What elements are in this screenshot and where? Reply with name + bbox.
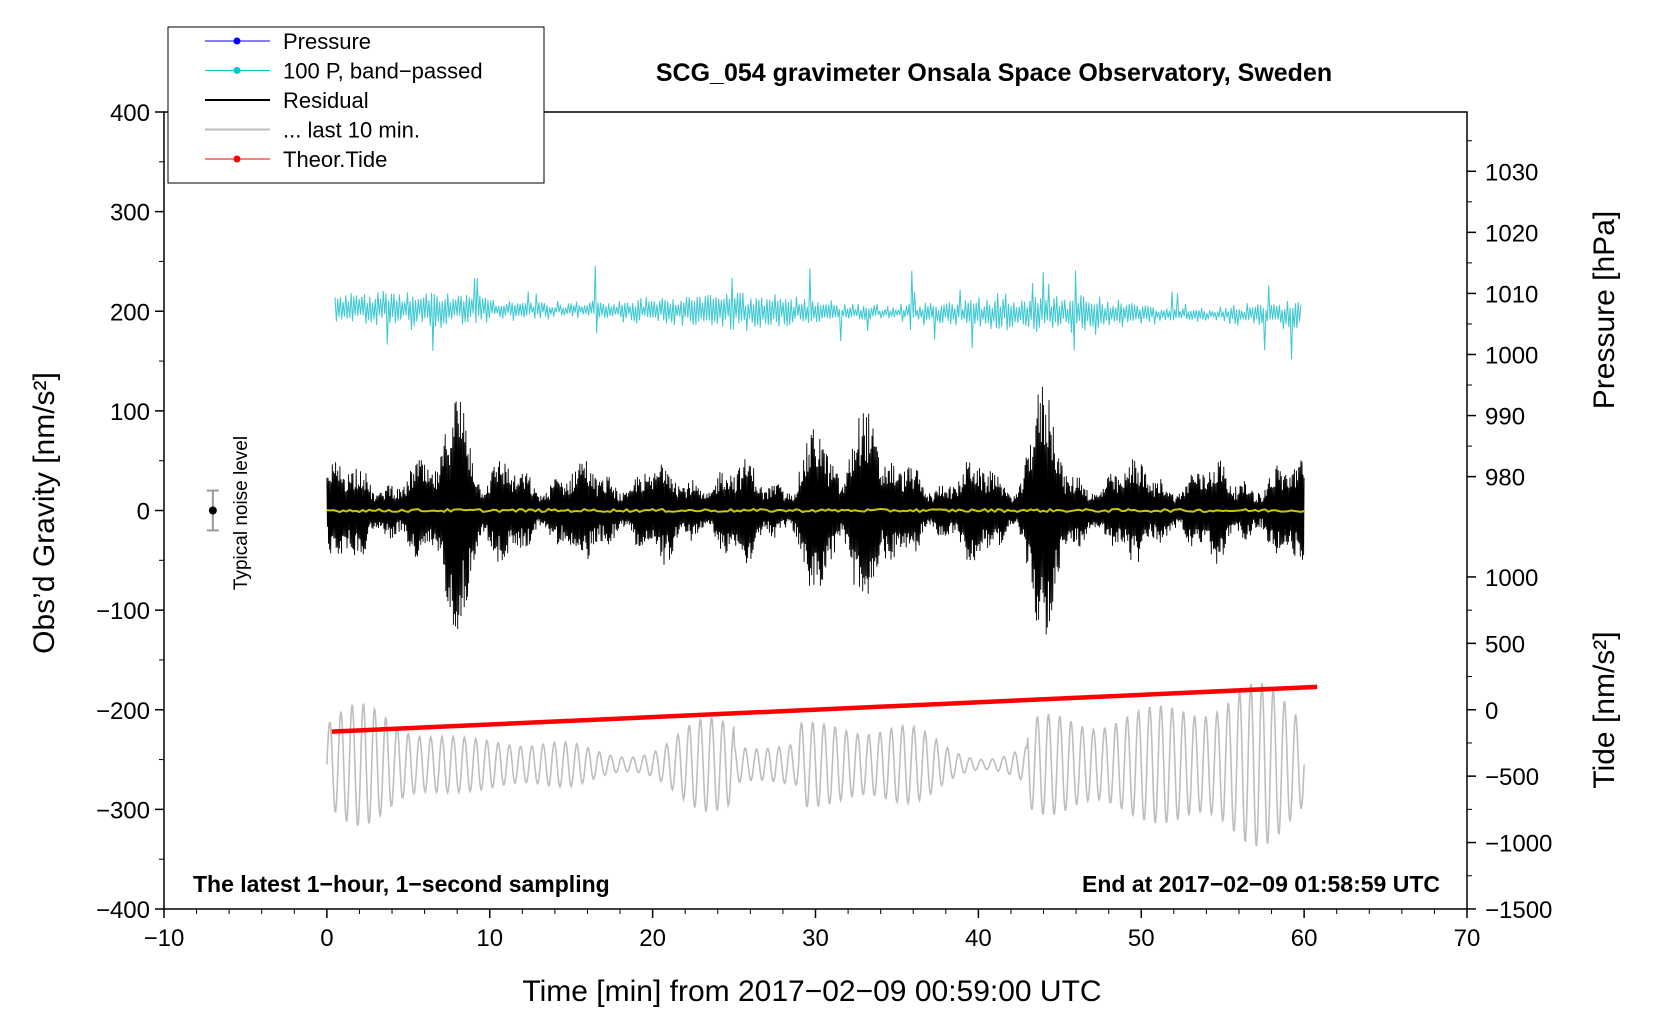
legend-label: Residual bbox=[283, 88, 369, 113]
legend-label: 100 P, band−passed bbox=[283, 59, 483, 84]
end-time-note: End at 2017−02−09 01:58:59 UTC bbox=[1082, 871, 1440, 897]
x-tick-label: 20 bbox=[639, 925, 666, 952]
legend-marker bbox=[233, 37, 241, 45]
tide-tick-label: 0 bbox=[1485, 698, 1498, 725]
x-tick-label: 10 bbox=[476, 925, 503, 952]
series-layer bbox=[326, 265, 1318, 847]
tide-tick-label: −1500 bbox=[1485, 897, 1552, 924]
legend-label: ... last 10 min. bbox=[283, 118, 420, 143]
left-tick-label: 300 bbox=[110, 200, 150, 227]
pressure-axis-label: Pressure [hPa] bbox=[1588, 211, 1621, 409]
left-tick-label: −100 bbox=[96, 598, 150, 625]
left-axis-label: Obs’d Gravity [nm/s²] bbox=[28, 372, 61, 654]
last-10-min-line bbox=[326, 682, 1305, 847]
x-tick-label: 40 bbox=[965, 925, 992, 952]
left-tick-label: −200 bbox=[96, 698, 150, 725]
residual-smoothed-line bbox=[326, 507, 1305, 514]
chart-title: SCG_054 gravimeter Onsala Space Observat… bbox=[656, 59, 1332, 87]
left-tick-label: −300 bbox=[96, 797, 150, 824]
left-tick-label: 400 bbox=[110, 100, 150, 127]
noise-level-marker bbox=[206, 489, 219, 532]
tide-axis-label: Tide [nm/s²] bbox=[1588, 631, 1621, 788]
tide-axis: −1500 −1000 −500 0 500 1000 bbox=[1467, 565, 1552, 924]
left-tick-label: 0 bbox=[137, 499, 150, 526]
x-tick-label: 70 bbox=[1454, 925, 1481, 952]
legend-label: Theor.Tide bbox=[283, 147, 387, 172]
pressure-tick-label: 990 bbox=[1485, 404, 1525, 431]
pressure-tick-label: 1010 bbox=[1485, 281, 1538, 308]
residual-line bbox=[326, 386, 1305, 635]
tide-tick-label: −1000 bbox=[1485, 831, 1552, 858]
x-tick-label: 50 bbox=[1128, 925, 1155, 952]
left-axis: −400 −300 −200 −100 0 100 200 300 400 bbox=[96, 100, 164, 924]
legend: Pressure 100 P, band−passed Residual ... la… bbox=[167, 26, 545, 184]
x-axis: −10 0 10 20 30 40 50 60 70 bbox=[144, 909, 1481, 952]
theor-tide-line bbox=[331, 684, 1318, 734]
pressure-tick-label: 1020 bbox=[1485, 220, 1538, 247]
left-tick-label: 200 bbox=[110, 299, 150, 326]
left-tick-label: −400 bbox=[96, 897, 150, 924]
x-tick-label: −10 bbox=[144, 925, 185, 952]
legend-label: Pressure bbox=[283, 29, 371, 54]
pressure-tick-label: 980 bbox=[1485, 465, 1525, 492]
pressure-tick-label: 1030 bbox=[1485, 159, 1538, 186]
pressure-bandpassed-line bbox=[334, 265, 1302, 360]
legend-marker bbox=[233, 67, 241, 74]
x-tick-label: 30 bbox=[802, 925, 829, 952]
left-tick-label: 100 bbox=[110, 399, 150, 426]
tide-tick-label: −500 bbox=[1485, 764, 1539, 791]
x-tick-label: 60 bbox=[1291, 925, 1318, 952]
sampling-note: The latest 1−hour, 1−second sampling bbox=[193, 871, 610, 897]
pressure-axis: 980 990 1000 1010 1020 1030 bbox=[1467, 140, 1538, 492]
noise-point bbox=[208, 506, 217, 515]
x-axis-label: Time [min] from 2017−02−09 00:59:00 UTC bbox=[522, 975, 1101, 1008]
tide-tick-label: 500 bbox=[1485, 631, 1525, 658]
legend-marker bbox=[233, 155, 241, 163]
pressure-tick-label: 1000 bbox=[1485, 342, 1538, 369]
noise-level-label: Typical noise level bbox=[231, 436, 252, 590]
x-tick-label: 0 bbox=[320, 925, 333, 952]
tide-tick-label: 1000 bbox=[1485, 565, 1538, 592]
